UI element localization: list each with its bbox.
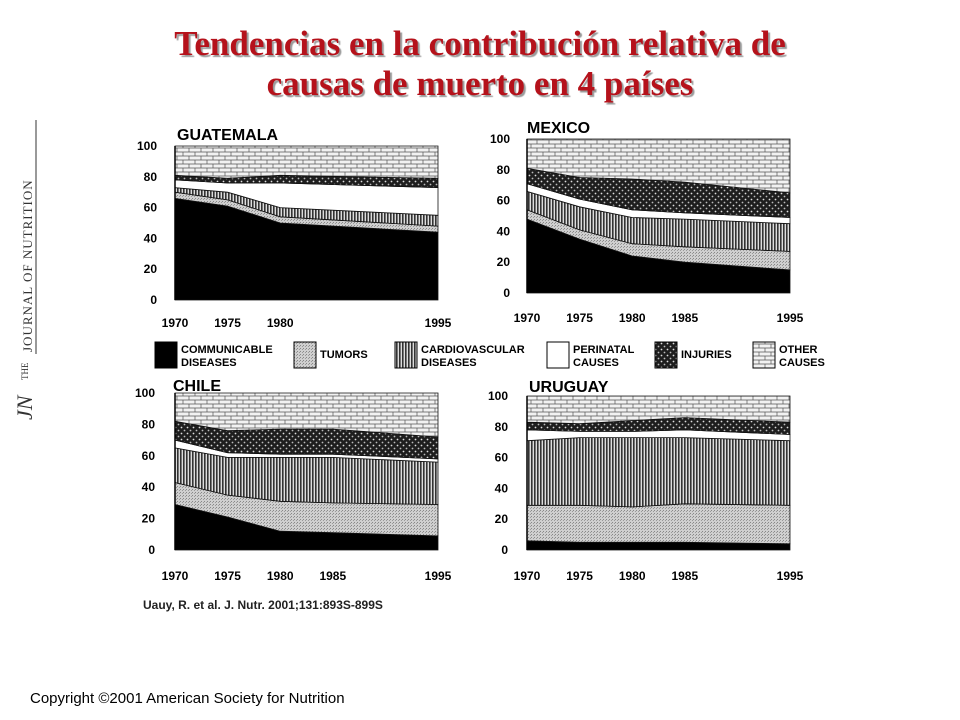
y-tick-label: 0 [501,543,508,557]
x-tick-label: 1980 [619,311,646,325]
chart-chile: 0 20 40 60 80 100 1970 1975 1980 1985 1995 CHILE [135,378,452,583]
area-chile-other [174,392,439,438]
legend-label: DISEASES [421,357,477,369]
citation: Uauy, R. et al. J. Nutr. 2001;131:893S-8… [143,598,383,612]
y-tick-label: 0 [150,293,157,307]
y-tick-label: 0 [503,286,510,300]
journal-logo: JN THE JOURNAL OF NUTRITION [12,120,37,420]
journal-logo-initials: JN [12,394,37,420]
copyright-notice: Copyright ©2001 American Society for Nut… [30,690,345,707]
x-tick-label: 1985 [319,569,346,583]
y-tick-label: 0 [148,543,155,557]
y-tick-label: 40 [495,481,509,495]
y-tick-label: 20 [497,255,511,269]
y-tick-label: 20 [142,512,156,526]
y-tick-label: 20 [495,512,509,526]
area-uruguay-other [526,395,791,425]
area-uruguay-tumors [526,503,791,545]
area-mexico-other [526,138,791,194]
legend-label: TUMORS [320,349,368,361]
legend-swatch [654,341,678,369]
y-tick-label: 80 [144,170,158,184]
chart-title: MEXICO [527,120,590,137]
y-tick-label: 40 [144,231,158,245]
y-tick-label: 60 [497,194,511,208]
y-tick-label: 20 [144,262,158,276]
y-tick-label: 80 [142,417,156,431]
legend-label: PERINATAL [573,344,635,356]
y-tick-label: 40 [142,480,156,494]
legend-swatch [752,341,776,369]
slide-title: Tendencias en la contribución relativa d… [0,24,960,104]
x-tick-label: 1995 [425,316,452,330]
x-tick-label: 1985 [671,311,698,325]
y-tick-label: 60 [142,449,156,463]
area-guatemala-other [174,145,439,179]
legend-label: COMMUNICABLE [181,344,273,356]
legend-label: CARDIOVASCULAR [421,344,525,356]
legend-swatch [546,341,570,369]
x-tick-label: 1970 [514,311,541,325]
x-tick-label: 1995 [777,569,804,583]
y-tick-label: 100 [490,132,510,146]
x-tick-label: 1980 [267,316,294,330]
chart-title: CHILE [173,378,221,395]
y-tick-label: 60 [144,201,158,215]
x-tick-label: 1975 [214,316,241,330]
y-tick-label: 100 [137,139,157,153]
legend-label: CAUSES [779,357,825,369]
legend-label: OTHER [779,344,818,356]
chart-title: GUATEMALA [177,127,278,144]
x-tick-label: 1985 [671,569,698,583]
x-tick-label: 1975 [566,569,593,583]
legend-item-tumors: TUMORS [293,341,368,369]
y-tick-label: 80 [495,420,509,434]
x-tick-label: 1980 [267,569,294,583]
journal-logo-the: THE [20,362,30,380]
y-tick-label: 40 [497,224,511,238]
x-tick-label: 1970 [514,569,541,583]
x-tick-label: 1975 [214,569,241,583]
legend-label: DISEASES [181,357,237,369]
x-tick-label: 1995 [425,569,452,583]
legend-label: INJURIES [681,349,732,361]
y-tick-label: 80 [497,163,511,177]
area-uruguay-cardiovascular [526,437,791,508]
x-tick-label: 1975 [566,311,593,325]
y-tick-label: 60 [495,451,509,465]
chart-title: URUGUAY [529,379,609,396]
x-tick-label: 1995 [777,311,804,325]
chart-uruguay: 0 20 40 60 80 100 1970 1975 1980 1985 1995 URUGUAY [488,379,804,583]
x-tick-label: 1970 [162,569,189,583]
x-tick-label: 1970 [162,316,189,330]
journal-logo-name: JOURNAL OF NUTRITION [20,179,35,352]
y-tick-label: 100 [135,386,155,400]
chart-mexico: 0 20 40 60 80 100 1970 1975 1980 1985 1995 MEXICO [490,120,804,325]
legend-swatch [394,341,418,369]
x-tick-label: 1980 [619,569,646,583]
chart-guatemala: 0 20 40 60 80 100 1970 1975 1980 1995 GUATEMALA [137,127,452,330]
legend-swatch [154,341,178,369]
y-tick-label: 100 [488,389,508,403]
legend-label: CAUSES [573,357,619,369]
slide-title-line2: causas de muerto en 4 países [266,64,694,103]
legend-swatch [293,341,317,369]
slide-title-line1: Tendencias en la contribución relativa d… [174,24,786,63]
legend-item-injuries: INJURIES [654,341,732,369]
